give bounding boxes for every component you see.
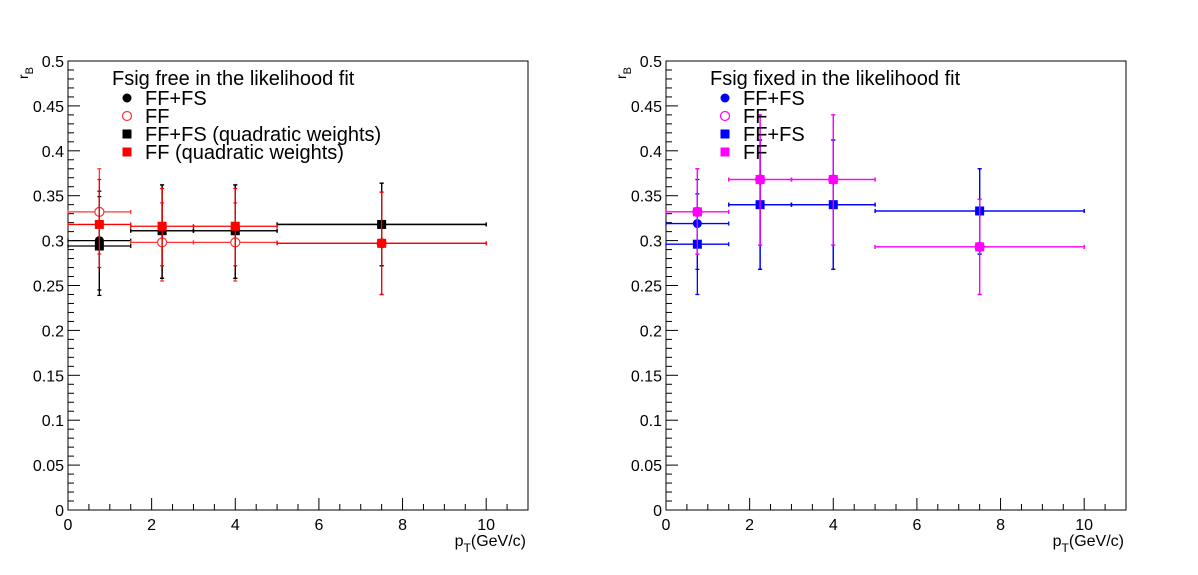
legend-marker-circle bbox=[122, 93, 132, 103]
series-3 bbox=[665, 139, 1085, 296]
data-point-square bbox=[157, 221, 167, 231]
data-point-square bbox=[828, 175, 838, 185]
y-tick-label: 0.45 bbox=[631, 99, 662, 116]
data-point-square bbox=[230, 221, 240, 231]
x-tick-label: 0 bbox=[64, 517, 73, 534]
plot-frame bbox=[665, 60, 1127, 511]
y-tick-label: 0.2 bbox=[42, 323, 64, 340]
y-tick-label: 0.4 bbox=[42, 144, 64, 161]
legend: Fsig fixed in the likelihood fitFF+FSFFF… bbox=[710, 68, 961, 164]
legend-entry-label: FF bbox=[743, 142, 767, 164]
y-tick-label: 0.15 bbox=[33, 368, 64, 385]
y-tick-label: 0.25 bbox=[631, 279, 662, 296]
y-tick-label: 0.35 bbox=[33, 189, 64, 206]
y-axis-label: rB bbox=[15, 67, 36, 79]
series-1 bbox=[67, 182, 487, 291]
series-4 bbox=[665, 114, 1085, 296]
y-axis-label: rB bbox=[613, 67, 634, 79]
x-tick-label: 8 bbox=[398, 517, 407, 534]
y-tick-label: 0.2 bbox=[640, 323, 662, 340]
x-tick-label: 6 bbox=[314, 517, 323, 534]
legend-entry-label: FF+FS bbox=[743, 124, 805, 146]
x-tick-label: 0 bbox=[662, 517, 671, 534]
legend-entry-label: FF bbox=[743, 106, 767, 128]
data-point-square bbox=[755, 175, 765, 185]
x-axis-label: pT(GeV/c) bbox=[455, 533, 526, 555]
data-point-square bbox=[377, 238, 387, 248]
x-axis-label: pT(GeV/c) bbox=[1053, 533, 1124, 555]
x-tick-label: 10 bbox=[1075, 517, 1093, 534]
y-tick-label: 0.45 bbox=[33, 99, 64, 116]
data-point-square bbox=[692, 207, 702, 217]
legend-marker-open-circle bbox=[121, 110, 133, 122]
y-tick-label: 0 bbox=[55, 503, 64, 520]
legend-entry-label: FF+FS bbox=[743, 88, 805, 110]
legend-marker-square bbox=[720, 147, 730, 157]
y-tick-label: 0.1 bbox=[640, 413, 662, 430]
y-tick-label: 0.5 bbox=[42, 54, 64, 71]
y-tick-label: 0 bbox=[653, 503, 662, 520]
y-tick-label: 0.35 bbox=[631, 189, 662, 206]
legend-marker-square bbox=[122, 147, 132, 157]
x-tick-label: 8 bbox=[996, 517, 1005, 534]
legend-marker-open-circle bbox=[719, 110, 731, 122]
legend-entry-label: FF+FS (quadratic weights) bbox=[145, 124, 381, 146]
legend-marker-square bbox=[122, 129, 132, 139]
legend-marker-circle bbox=[720, 93, 730, 103]
y-tick-label: 0.05 bbox=[631, 458, 662, 475]
y-tick-label: 0.5 bbox=[640, 54, 662, 71]
y-tick-label: 0.1 bbox=[42, 413, 64, 430]
data-point-square bbox=[975, 242, 985, 252]
x-tick-label: 4 bbox=[231, 517, 240, 534]
x-tick-label: 2 bbox=[147, 517, 156, 534]
y-tick-label: 0.3 bbox=[640, 234, 662, 251]
x-tick-label: 4 bbox=[829, 517, 838, 534]
y-tick-label: 0.15 bbox=[631, 368, 662, 385]
series-4 bbox=[67, 178, 487, 296]
x-tick-label: 6 bbox=[912, 517, 921, 534]
legend: Fsig free in the likelihood fitFF+FSFFFF… bbox=[112, 68, 381, 164]
legend-marker-square bbox=[720, 129, 730, 139]
y-tick-label: 0.3 bbox=[42, 234, 64, 251]
chart-panel-1: 0 0.05 0.1 0.15 0.2 0.25 0.3 0.35 0.4 0.45 0.5 0 2 4 6… bbox=[15, 54, 529, 555]
legend-header: Fsig fixed in the likelihood fit bbox=[710, 68, 961, 90]
y-tick-label: 0.4 bbox=[640, 144, 662, 161]
y-tick-label: 0.25 bbox=[33, 279, 64, 296]
y-tick-label: 0.05 bbox=[33, 458, 64, 475]
chart-panel-2: 0 0.05 0.1 0.15 0.2 0.25 0.3 0.35 0.4 0.45 0.5 0 2 4 6… bbox=[613, 54, 1127, 555]
legend-entry-label: FF+FS bbox=[145, 88, 207, 110]
x-tick-label: 2 bbox=[745, 517, 754, 534]
data-point-square bbox=[94, 219, 104, 229]
x-tick-label: 10 bbox=[477, 517, 495, 534]
legend-header: Fsig free in the likelihood fit bbox=[112, 68, 355, 90]
legend-entry-label: FF bbox=[145, 106, 169, 128]
legend-entry-label: FF (quadratic weights) bbox=[145, 142, 344, 164]
